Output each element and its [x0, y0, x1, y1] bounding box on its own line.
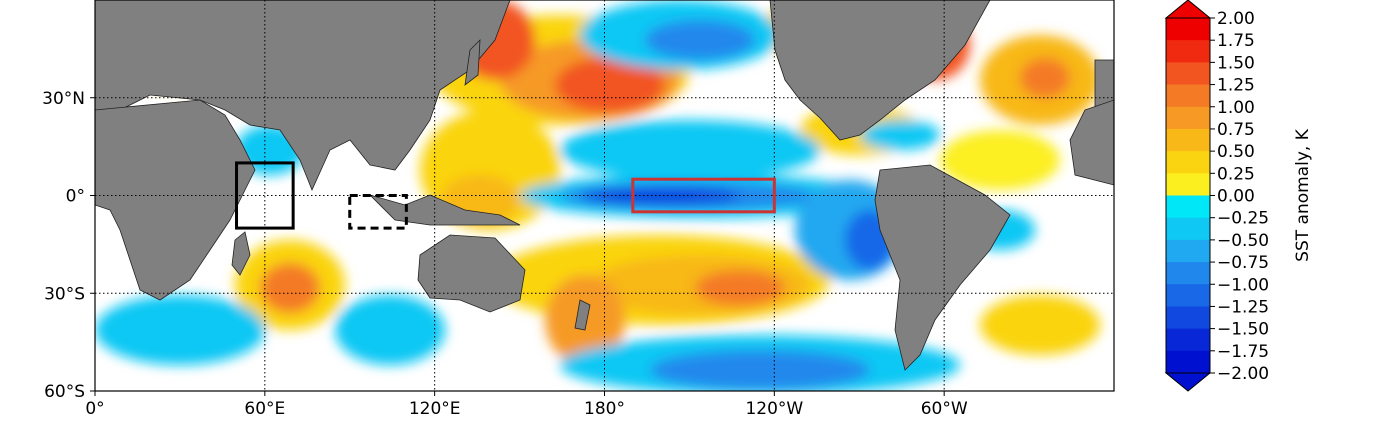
western-indian-ocean-box [235, 161, 295, 230]
colorbar-segment [1166, 195, 1210, 219]
colorbar-segment [1166, 350, 1210, 374]
anomaly-patch [650, 350, 870, 390]
colorbar-tick-label: −1.75 [1217, 342, 1269, 362]
colorbar-tick-label: 0.50 [1217, 142, 1255, 162]
land-japan [464, 38, 481, 86]
gridlines [95, 0, 1114, 391]
y-tick-label: 30°S [44, 284, 85, 304]
anomaly-patch [980, 295, 1100, 355]
colorbar-segment [1166, 306, 1210, 330]
region-boxes [235, 161, 776, 230]
anomaly-patch [645, 20, 755, 60]
land-north-america [769, 0, 991, 141]
x-tick-label: 60°W [921, 399, 968, 419]
colorbar-segment [1166, 284, 1210, 307]
y-tick-label: 60°S [44, 382, 85, 402]
land-madagascar [231, 231, 251, 276]
colorbar-segment [1166, 106, 1210, 130]
colorbar-tick-label: 0.00 [1217, 187, 1255, 207]
colorbar-segment [1166, 40, 1210, 63]
anomaly-patch [695, 270, 785, 306]
land-west-africa [1069, 99, 1114, 186]
anomaly-patch [95, 295, 265, 365]
eastern-indian-ocean-box [348, 194, 408, 230]
anomaly-patch [560, 120, 820, 180]
land-new-zealand [574, 299, 591, 331]
colorbar-tick-label: −1.00 [1217, 275, 1269, 295]
colorbar-label: SST anomaly, K [1293, 128, 1313, 262]
map-panel [95, 0, 1114, 391]
colorbar-tick-label: −1.25 [1217, 297, 1269, 317]
land-eurasia [95, 0, 511, 192]
colorbar-segment [1166, 217, 1210, 241]
colorbar-tick-label: 1.25 [1217, 76, 1255, 96]
colorbar-segment [1166, 18, 1210, 41]
anomaly-patch [860, 120, 940, 150]
colorbar-segment [1166, 128, 1210, 152]
colorbar-tick-label: −0.50 [1217, 231, 1269, 251]
colorbar: 2.001.751.50 1.251.000.750.500.25 0.00−0.2… [1164, 0, 1313, 392]
x-tick-label: 120°W [745, 399, 803, 419]
colorbar-tick-label: 1.00 [1217, 98, 1255, 118]
x-tick-label: 0° [85, 399, 104, 419]
colorbar-tick-label: −1.50 [1217, 320, 1269, 340]
y-tick-label: 0° [66, 187, 85, 207]
x-axis: 0° 60°E 120°E 180° 120°W 60°W [85, 391, 968, 419]
colorbar-segment [1166, 173, 1210, 196]
anomaly-patch [1020, 58, 1070, 98]
y-axis: 30°N 0° 30°S 60°S [42, 89, 95, 402]
anomaly-patch [335, 295, 445, 365]
colorbar-tick-label: −2.00 [1217, 364, 1269, 384]
colorbar-segment [1166, 328, 1210, 352]
land-africa [95, 99, 256, 301]
anomaly-patch [940, 130, 1060, 190]
colorbar-tick-label: 2.00 [1217, 9, 1255, 29]
colorbar-segment [1166, 84, 1210, 108]
anomaly-patch [555, 57, 665, 113]
colorbar-tick-label: −0.75 [1217, 253, 1269, 273]
colorbar-segment [1166, 62, 1210, 86]
anomaly-patch [260, 263, 320, 313]
colorbar-segment [1166, 151, 1210, 174]
colorbar-tick-label: 0.75 [1217, 120, 1255, 140]
colorbar-tick-label: 1.50 [1217, 53, 1255, 73]
colorbar-top-extension [1164, 0, 1212, 19]
land-masses [95, 0, 1114, 371]
colorbar-tick-label: −0.25 [1217, 209, 1269, 229]
y-tick-label: 30°N [42, 89, 85, 109]
colorbar-segment [1166, 239, 1210, 263]
land-south-america [874, 164, 1011, 371]
colorbar-tick-label: 1.75 [1217, 31, 1255, 51]
x-tick-label: 60°E [244, 399, 285, 419]
colorbar-segment [1166, 262, 1210, 285]
land-australia [417, 234, 526, 313]
colorbar-bottom-extension [1164, 372, 1212, 392]
x-tick-label: 120°E [409, 399, 461, 419]
nino34-box [631, 177, 776, 214]
colorbar-tick-label: 0.25 [1217, 164, 1255, 184]
x-tick-label: 180° [584, 399, 625, 419]
